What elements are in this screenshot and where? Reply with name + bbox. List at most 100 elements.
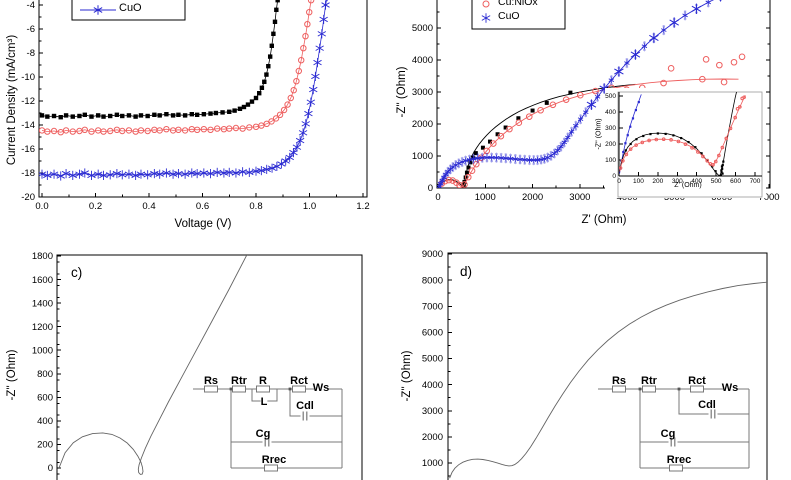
series-area: [58, 255, 248, 475]
svg-text:300: 300: [605, 125, 616, 132]
panel-d-yaxis-title: -Z'' (Ohm): [401, 350, 413, 402]
svg-text:200: 200: [605, 141, 616, 148]
panel-b-xaxis-title: Z' (Ohm): [581, 214, 627, 226]
svg-text:-12: -12: [21, 96, 35, 107]
svg-text:100: 100: [605, 157, 616, 164]
svg-text:1600: 1600: [32, 275, 53, 286]
svg-text:0: 0: [612, 173, 616, 180]
inset-yaxis-title: -Z'' (Ohm): [595, 118, 603, 150]
panel-a-xaxis-title: Voltage (V): [174, 218, 232, 230]
panel-a-yaxis-title: Current Density (mA/cm³): [6, 34, 18, 166]
ticks: [39, 4, 364, 198]
svg-text:2000: 2000: [422, 432, 443, 443]
legend: [471, 0, 566, 30]
svg-text:3000: 3000: [422, 406, 443, 417]
svg-text:1000: 1000: [422, 458, 443, 469]
svg-text:0.6: 0.6: [196, 201, 209, 212]
panel-b-nyquist-chart: 0100020003000400050006000700001000200030…: [412, 0, 780, 203]
svg-text:7000: 7000: [422, 301, 443, 312]
svg-text:9000: 9000: [422, 249, 443, 260]
svg-text:200: 200: [37, 440, 53, 451]
legend-b-item-cuo-label: CuO: [498, 10, 520, 22]
circuit-label-cdl: Cdl: [296, 400, 314, 412]
axes: [56, 254, 363, 480]
chart-panel_d: 1000 2000 3000 4000 5000 6000 7000 8000 9000 Rs Rt…: [422, 249, 768, 480]
svg-text:0: 0: [435, 192, 440, 203]
svg-text:500: 500: [605, 93, 616, 100]
panel-c-yaxis-title: -Z'' (Ohm): [6, 349, 18, 401]
axes: [447, 252, 768, 480]
svg-text:600: 600: [730, 178, 741, 185]
legend-b-item-cunio-label: Cu:NiOx: [498, 0, 538, 8]
circuit-label-rct: Rct: [688, 375, 706, 387]
svg-text:1000: 1000: [32, 345, 53, 356]
svg-text:1000: 1000: [412, 151, 433, 162]
svg-text:-10: -10: [21, 72, 35, 83]
svg-text:6000: 6000: [422, 328, 443, 339]
panel-a-jv-chart: 0.0 0.2 0.4 0.6 0.8 1.0 1.2 -20 -18 -16 -14 -12 -10 -…: [21, 0, 370, 212]
legend: [71, 0, 186, 21]
circuit-label-rtr: Rtr: [641, 375, 658, 387]
svg-text:-4: -4: [27, 0, 35, 11]
equivalent-circuit: Rs Rtr R Rct Ws L Cdl Cg Rrec: [193, 375, 343, 472]
svg-text:0.0: 0.0: [35, 201, 48, 212]
chart-panel_b: 0100020003000400050006000700001000200030…: [412, 0, 780, 203]
svg-text:3000: 3000: [569, 192, 590, 203]
circuit-label-rrec: Rrec: [667, 454, 691, 466]
svg-text:2000: 2000: [412, 119, 433, 130]
svg-text:0.2: 0.2: [89, 201, 102, 212]
series-CuO: [437, 0, 722, 188]
circuit-label-rrec: Rrec: [262, 454, 286, 466]
series-area: [449, 281, 767, 479]
circuit-label-rs: Rs: [204, 375, 218, 387]
svg-text:1.2: 1.2: [356, 201, 369, 212]
circuit-label-ws: Ws: [722, 382, 739, 394]
series-red-circles: [39, 0, 315, 136]
svg-text:1000: 1000: [475, 192, 496, 203]
svg-text:5000: 5000: [422, 354, 443, 365]
ticks: [618, 95, 756, 177]
chart-panel_a: 0.0 0.2 0.4 0.6 0.8 1.0 1.2 -20 -18 -16 -14 -12 -10 -…: [21, 0, 370, 212]
tick-labels: 0 200 400 600 800 1000 1200 1400 1600 1800: [32, 251, 53, 474]
series-fit-curve: [449, 281, 767, 479]
circuit-label-cg: Cg: [661, 428, 676, 440]
svg-text:-16: -16: [21, 144, 35, 155]
circuit-label-ws: Ws: [313, 382, 330, 394]
svg-text:500: 500: [711, 178, 722, 185]
svg-text:700: 700: [750, 178, 761, 185]
panel-c-label: c): [71, 265, 83, 280]
svg-text:3000: 3000: [412, 87, 433, 98]
panel-d-nyquist-chart: 1000 2000 3000 4000 5000 6000 7000 8000 9000 Rs Rt…: [422, 249, 768, 480]
circuit-label-rs: Rs: [612, 375, 626, 387]
svg-text:5000: 5000: [412, 23, 433, 34]
svg-text:2000: 2000: [522, 192, 543, 203]
inset-xaxis-title: Z' (Ohm): [674, 182, 702, 189]
svg-text:-14: -14: [21, 120, 35, 131]
svg-text:1200: 1200: [32, 322, 53, 333]
svg-text:400: 400: [37, 416, 53, 427]
svg-text:8000: 8000: [422, 275, 443, 286]
circuit-label-l: L: [261, 396, 268, 408]
svg-text:0: 0: [617, 178, 621, 185]
series-fit-curve: [58, 255, 248, 475]
svg-text:4000: 4000: [412, 55, 433, 66]
svg-text:1800: 1800: [32, 251, 53, 262]
svg-text:1400: 1400: [32, 298, 53, 309]
tick-labels: 0.0 0.2 0.4 0.6 0.8 1.0 1.2 -20 -18 -16 -14 -12 -10 -…: [21, 0, 369, 212]
svg-text:400: 400: [605, 109, 616, 116]
svg-text:0.4: 0.4: [142, 201, 155, 212]
circuit-label-cg: Cg: [256, 428, 271, 440]
legend-a-item-cuo-label: CuO: [119, 2, 142, 14]
svg-text:1.0: 1.0: [303, 201, 316, 212]
series-black-squares: [39, 0, 280, 120]
svg-text:800: 800: [37, 369, 53, 380]
series-CuO: [39, 0, 330, 181]
svg-text:-6: -6: [27, 24, 35, 35]
svg-text:200: 200: [652, 178, 663, 185]
circuit-label-cdl: Cdl: [698, 399, 716, 411]
panel-d-label: d): [460, 264, 473, 279]
svg-text:-20: -20: [21, 192, 35, 203]
